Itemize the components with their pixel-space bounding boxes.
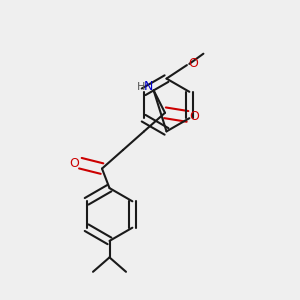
Text: N: N [143, 80, 153, 93]
Text: H: H [137, 82, 145, 92]
Text: O: O [189, 57, 198, 70]
Text: O: O [189, 110, 199, 123]
Text: O: O [69, 157, 79, 170]
